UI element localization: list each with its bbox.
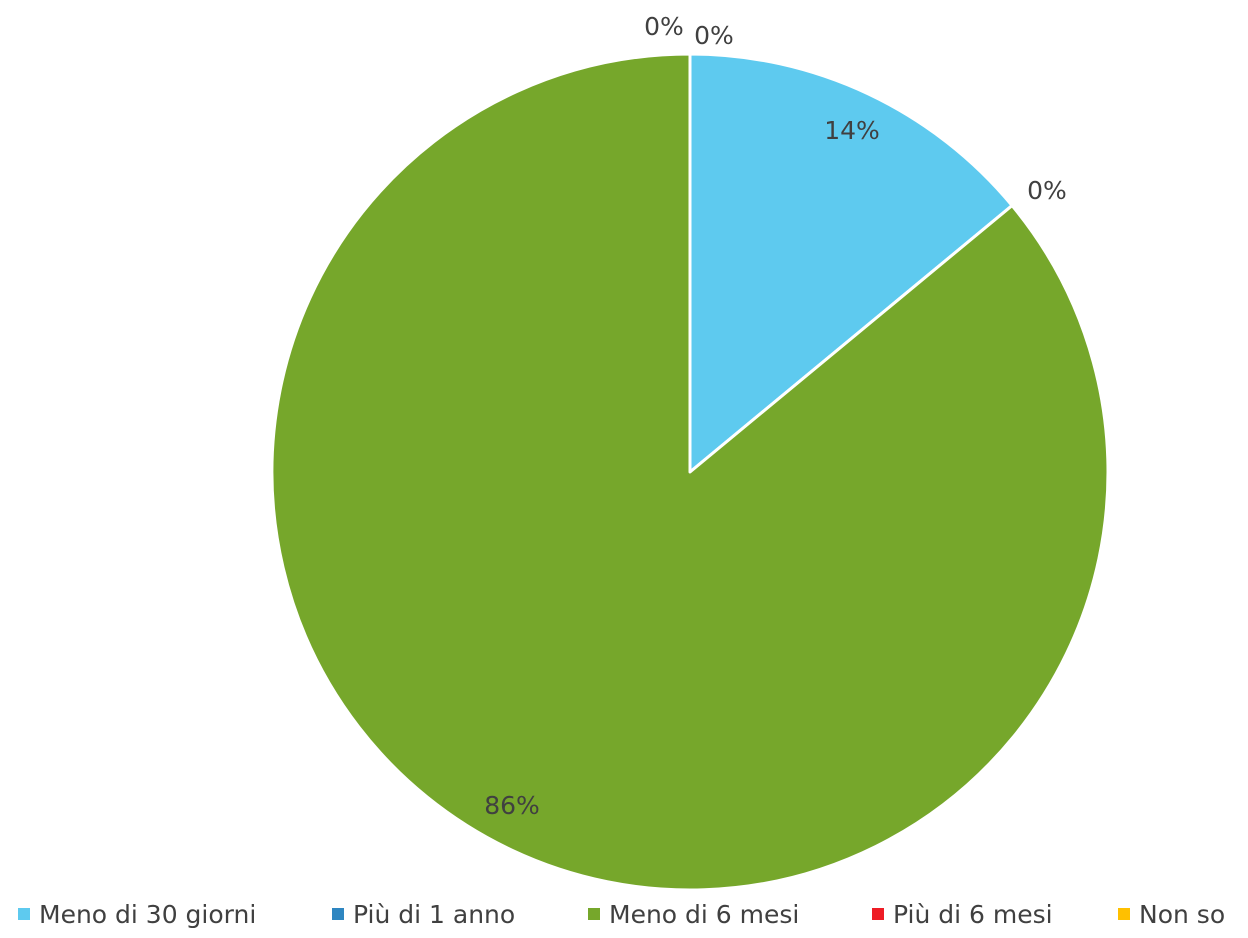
legend-item-non-so: Non so	[1118, 894, 1225, 934]
data-label-meno-di-30-giorni: 14%	[824, 116, 880, 145]
legend-label-meno-di-30-giorni: Meno di 30 giorni	[39, 899, 257, 929]
legend-item-meno-di-6-mesi: Meno di 6 mesi	[588, 894, 799, 934]
pie-data-labels: 14% 0% 86% 0% 0%	[484, 12, 1067, 820]
legend-label-meno-di-6-mesi: Meno di 6 mesi	[609, 899, 800, 929]
pie-slices	[270, 52, 1110, 892]
data-label-non-so: 0%	[694, 21, 734, 50]
data-label-pi-di-6-mesi: 0%	[644, 12, 684, 41]
data-label-pi-di-1-anno: 0%	[1027, 176, 1067, 205]
legend-item-pi-di-1-anno: Più di 1 anno	[332, 894, 515, 934]
legend-label-non-so: Non so	[1139, 899, 1226, 929]
data-label-meno-di-6-mesi: 86%	[484, 791, 540, 820]
legend-swatch-pi-di-1-anno	[332, 908, 344, 920]
legend-label-pi-di-1-anno: Più di 1 anno	[353, 899, 516, 929]
chart-legend: Meno di 30 giorni Più di 1 anno Meno di 6 …	[0, 894, 1248, 934]
legend-swatch-pi-di-6-mesi	[872, 908, 884, 920]
pie-slice-meno-di-6-mesi	[270, 52, 1110, 892]
legend-swatch-non-so	[1118, 908, 1130, 920]
legend-item-meno-di-30-giorni: Meno di 30 giorni	[18, 894, 256, 934]
pie-slice-meno-di-30-giorni	[688, 52, 1014, 474]
legend-swatch-meno-di-6-mesi	[588, 908, 600, 920]
legend-label-pi-di-6-mesi: Più di 6 mesi	[893, 899, 1053, 929]
legend-swatch-meno-di-30-giorni	[18, 908, 30, 920]
legend-item-pi-di-6-mesi: Più di 6 mesi	[872, 894, 1053, 934]
